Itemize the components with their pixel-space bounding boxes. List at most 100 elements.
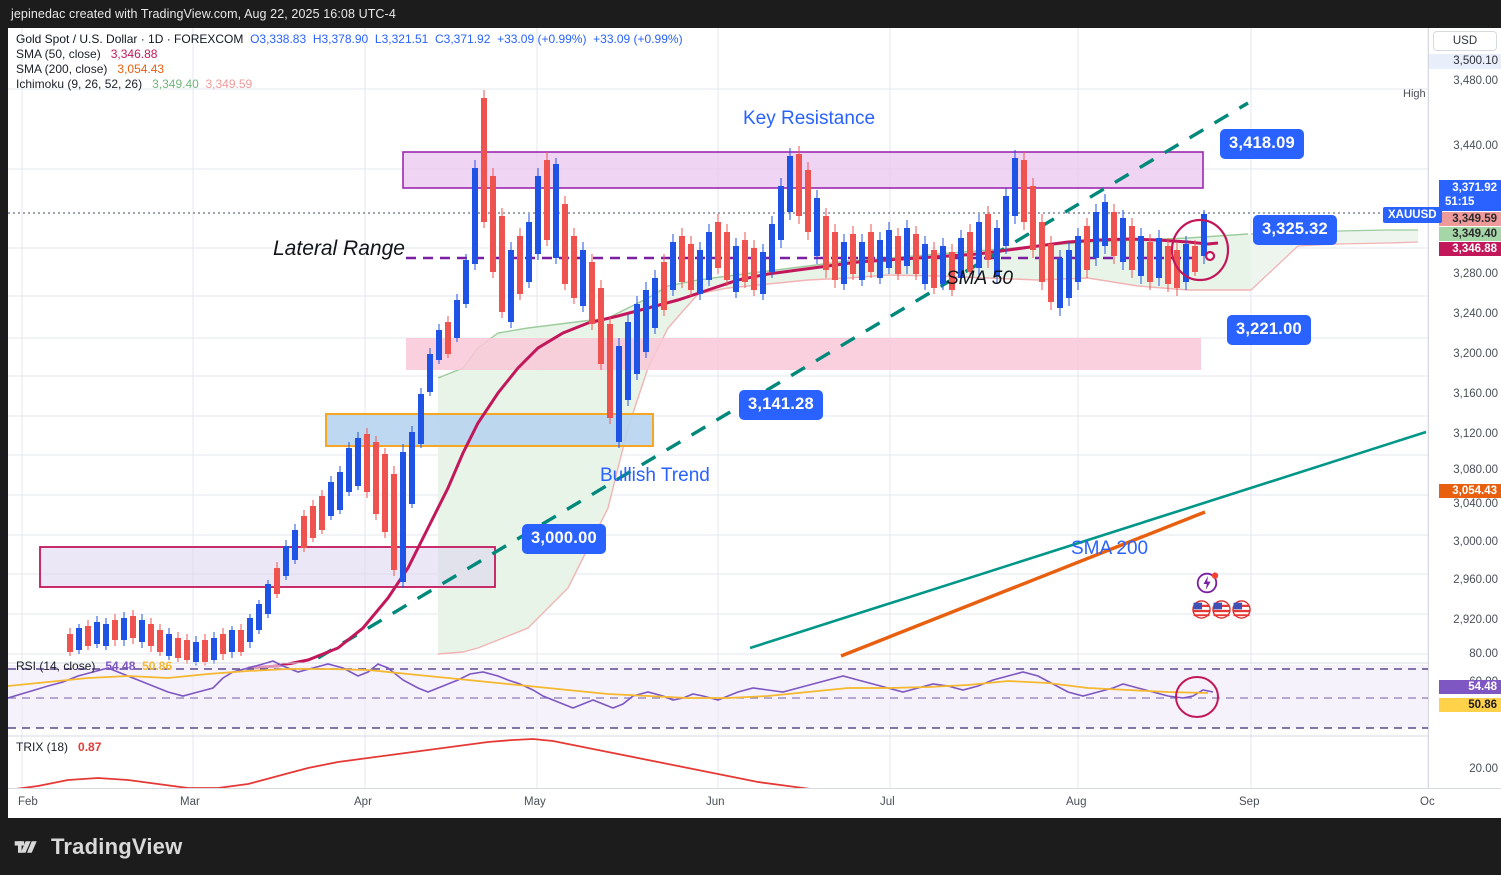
price-badge-last[interactable]: 3,371.92 51:15 (1439, 180, 1501, 211)
legend-sma200-name: SMA (200, close) (16, 62, 108, 76)
price-tick-3000: 3,000.00 (1453, 536, 1498, 548)
legend-sma200-value: 3,054.43 (117, 62, 165, 76)
legend-symbol[interactable]: Gold Spot / U.S. Dollar · 1D · FOREXCOM (16, 32, 244, 46)
key-resistance-zone (402, 151, 1204, 189)
watermark-bar: jepinedac created with TradingView.com, … (0, 0, 1501, 28)
legend-sma200-row[interactable]: SMA (200, close) 3,054.43 (16, 62, 683, 77)
time-tick-may: May (524, 796, 546, 808)
high-label: High (1403, 88, 1426, 100)
rsi-badge-ma-value[interactable]: 50.86 (1439, 698, 1501, 712)
trix-legend[interactable]: TRIX (18) 0.87 (16, 740, 101, 754)
price-tag-3418[interactable]: 3,418.09 (1220, 129, 1304, 159)
highlight-ellipse-price (1170, 218, 1230, 282)
ohlc-high: 3,378.90 (321, 32, 369, 46)
chart-frame: Key Resistance Lateral Range SMA 50 Bull… (8, 28, 1501, 818)
rsi-legend[interactable]: RSI (14, close) 54.48 50.86 (16, 659, 172, 673)
secondary-trend-line (749, 430, 1427, 650)
price-tag-3221[interactable]: 3,221.00 (1227, 315, 1311, 345)
price-axis[interactable]: USD 3,500.10 3,480.00 3,440.00 3,400.00 … (1428, 28, 1501, 814)
annotation-bullish-trend[interactable]: Bullish Trend (600, 465, 710, 486)
rsi-tick-80: 80.00 (1469, 648, 1498, 660)
price-badge-sma200[interactable]: 3,054.43 (1439, 484, 1501, 498)
ohlc-open: 3,338.83 (259, 32, 307, 46)
bullish-trend-line (317, 101, 1249, 660)
annotation-sma-200[interactable]: SMA 200 (1071, 538, 1149, 559)
symbol-price-tag[interactable]: XAUUSD (1383, 207, 1442, 223)
time-tick-jun: Jun (706, 796, 725, 808)
price-tag-3141[interactable]: 3,141.28 (739, 390, 823, 420)
chart-legend: Gold Spot / U.S. Dollar · 1D · FOREXCOM … (16, 32, 683, 92)
price-tick-2920: 2,920.00 (1453, 614, 1498, 626)
tradingview-logo-icon (14, 840, 37, 853)
legend-ichimoku-value-b: 3,349.59 (205, 77, 253, 91)
accumulation-zone-3141 (325, 413, 654, 447)
ohlc-low: 3,321.51 (381, 32, 429, 46)
candlestick-series[interactable] (67, 90, 1207, 666)
price-tick-3240: 3,240.00 (1453, 308, 1498, 320)
chart-plot-area[interactable]: Key Resistance Lateral Range SMA 50 Bull… (8, 28, 1428, 788)
time-tick-apr: Apr (354, 796, 372, 808)
price-badge-ichimoku-b[interactable]: 3,349.59 (1439, 212, 1501, 226)
ohlc-close: 3,371.92 (443, 32, 491, 46)
price-tag-3000[interactable]: 3,000.00 (522, 524, 606, 554)
ohlc-close-label: C (435, 32, 444, 46)
legend-symbol-row[interactable]: Gold Spot / U.S. Dollar · 1D · FOREXCOM … (16, 32, 683, 47)
watermark-text: jepinedac created with TradingView.com, … (11, 7, 396, 21)
price-badge-countdown: 51:15 (1445, 196, 1475, 208)
trix-tick-20: 20.00 (1469, 763, 1498, 775)
us-flag-icon[interactable] (1192, 600, 1211, 619)
chart-canvas (8, 28, 1428, 788)
legend-ichimoku-name: Ichimoku (9, 26, 52, 26) (16, 77, 143, 91)
price-tick-3440: 3,440.00 (1453, 140, 1498, 152)
brand-bar: TradingView (0, 818, 1501, 875)
sma50-line (247, 237, 1219, 670)
time-tick-feb: Feb (18, 796, 38, 808)
ohlc-high-label: H (312, 32, 322, 46)
highlight-dot-price (1204, 250, 1216, 262)
time-axis[interactable]: Feb Mar Apr May Jun Jul Aug Sep Oc (8, 788, 1501, 818)
time-tick-sep: Sep (1239, 796, 1260, 808)
rsi-legend-name: RSI (14, close) (16, 659, 96, 673)
support-zone-3221 (406, 338, 1201, 370)
legend-sma50-name: SMA (50, close) (16, 47, 101, 61)
annotation-key-resistance[interactable]: Key Resistance (743, 108, 876, 129)
highlight-ellipse-rsi (1175, 676, 1219, 718)
annotation-lateral-range[interactable]: Lateral Range (273, 237, 405, 260)
tradingview-wordmark: TradingView (51, 833, 183, 859)
time-tick-oct: Oc (1420, 796, 1435, 808)
ohlc-change-alt: +33.09 (+0.99%) (593, 32, 683, 46)
price-badge-sma50[interactable]: 3,346.88 (1439, 242, 1501, 256)
trix-pane (8, 735, 1428, 788)
price-tick-3160: 3,160.00 (1453, 388, 1498, 400)
sma200-trend-line (840, 510, 1206, 658)
economic-event-markers[interactable] (1192, 600, 1251, 619)
ohlc-change: +33.09 (+0.99%) (497, 32, 587, 46)
high-row-highlight (1429, 54, 1501, 69)
price-tick-3040: 3,040.00 (1453, 498, 1498, 510)
legend-sma50-row[interactable]: SMA (50, close) 3,346.88 (16, 47, 683, 62)
ohlc-open-label: O (250, 32, 260, 46)
price-badge-ichimoku-a[interactable]: 3,349.40 (1439, 227, 1501, 241)
rsi-pane (8, 660, 1428, 729)
time-tick-aug: Aug (1066, 796, 1087, 808)
price-tick-3080: 3,080.00 (1453, 464, 1498, 476)
legend-ichimoku-row[interactable]: Ichimoku (9, 26, 52, 26) 3,349.40 3,349.… (16, 77, 683, 92)
legend-sma50-value: 3,346.88 (110, 47, 158, 61)
price-tick-3280: 3,280.00 (1453, 268, 1498, 280)
rsi-legend-ma-value: 50.86 (142, 659, 173, 673)
us-flag-icon[interactable] (1232, 600, 1251, 619)
time-tick-mar: Mar (180, 796, 200, 808)
trix-legend-value: 0.87 (78, 740, 102, 754)
price-tick-2960: 2,960.00 (1453, 574, 1498, 586)
us-flag-icon[interactable] (1212, 600, 1231, 619)
time-tick-jul: Jul (880, 796, 895, 808)
price-badge-last-value: 3,371.92 (1452, 182, 1497, 194)
earnings-lightning-icon[interactable] (1196, 570, 1220, 594)
annotation-sma-50[interactable]: SMA 50 (946, 268, 1013, 289)
rsi-legend-value: 54.48 (105, 659, 136, 673)
price-tag-3325[interactable]: 3,325.32 (1253, 215, 1337, 245)
price-axis-unit[interactable]: USD (1433, 31, 1497, 51)
price-tick-3120: 3,120.00 (1453, 428, 1498, 440)
ohlc-low-label: L (374, 32, 382, 46)
rsi-badge-value[interactable]: 54.48 (1439, 680, 1501, 694)
